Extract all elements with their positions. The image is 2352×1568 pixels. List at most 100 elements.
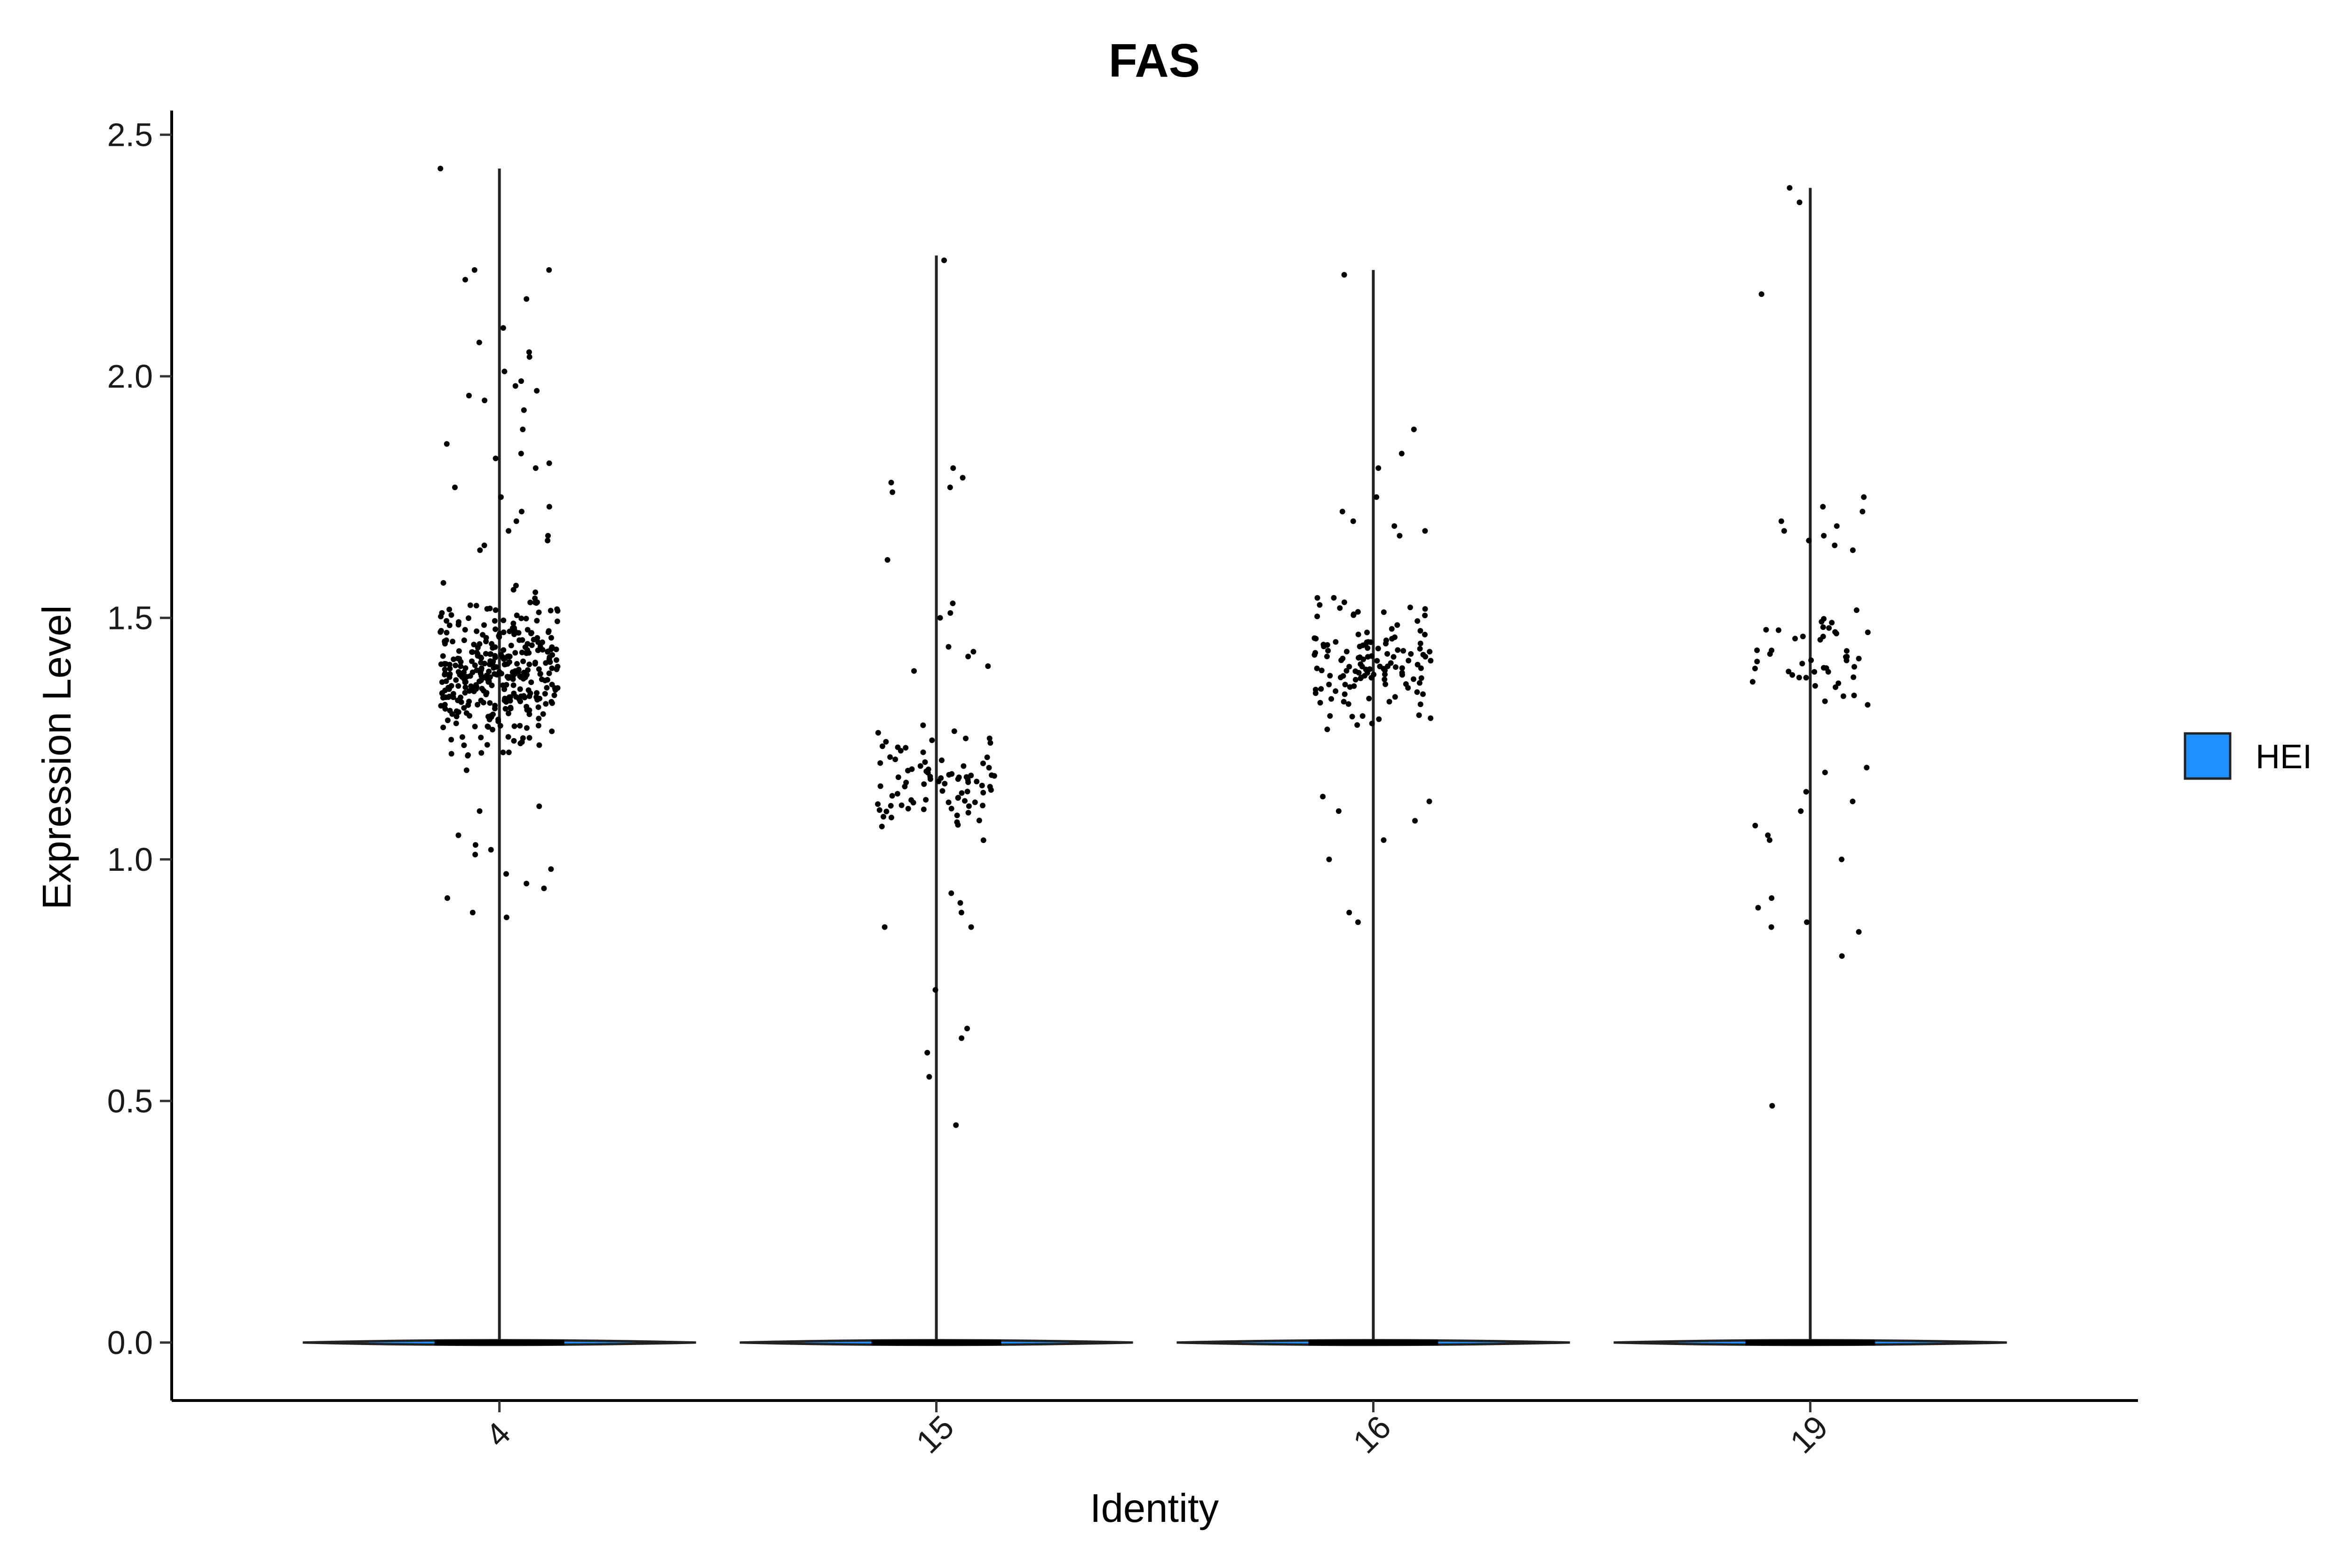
- data-point: [467, 602, 473, 608]
- data-point: [524, 704, 530, 710]
- data-point: [1865, 629, 1871, 636]
- data-point: [1844, 653, 1850, 660]
- data-point: [974, 779, 980, 785]
- data-point: [1850, 547, 1856, 553]
- data-point: [539, 639, 545, 645]
- data-point: [447, 708, 453, 714]
- data-point: [548, 635, 554, 641]
- data-point: [1363, 667, 1369, 673]
- data-point: [513, 582, 519, 589]
- data-point: [517, 723, 523, 729]
- data-point: [970, 649, 977, 655]
- data-point: [535, 639, 541, 645]
- data-point: [1749, 679, 1756, 685]
- data-point: [1861, 494, 1867, 500]
- data-point: [1337, 605, 1343, 611]
- data-point: [986, 764, 992, 771]
- data-point: [950, 600, 956, 606]
- data-point: [1829, 620, 1835, 626]
- data-point: [510, 587, 516, 593]
- data-point: [478, 750, 485, 756]
- data-point: [536, 742, 542, 748]
- data-point: [442, 638, 448, 645]
- data-point: [1422, 528, 1428, 534]
- data-point: [1834, 523, 1840, 529]
- data-point: [1778, 518, 1784, 524]
- data-point: [446, 622, 453, 629]
- data-point: [453, 677, 459, 683]
- data-point: [516, 637, 523, 643]
- y-tick-label: 0.0: [107, 1324, 153, 1361]
- data-point: [444, 441, 450, 447]
- data-point: [962, 735, 969, 741]
- data-point: [1342, 691, 1348, 697]
- data-point: [443, 678, 449, 684]
- data-point: [469, 909, 476, 915]
- data-point: [1820, 624, 1826, 630]
- data-point: [455, 683, 461, 689]
- data-point: [484, 606, 490, 612]
- data-point: [520, 658, 526, 664]
- data-point: [948, 890, 954, 896]
- data-point: [929, 737, 935, 743]
- data-point: [1314, 595, 1320, 601]
- data-point: [489, 682, 495, 688]
- data-point: [1765, 832, 1771, 838]
- data-point: [1410, 676, 1416, 682]
- data-point: [543, 660, 549, 666]
- data-point: [501, 647, 507, 653]
- zero-points-band: [871, 1339, 1001, 1345]
- data-point: [495, 716, 501, 723]
- data-point: [549, 665, 555, 671]
- data-point: [1422, 653, 1429, 660]
- data-point: [1804, 919, 1810, 925]
- data-point: [508, 643, 514, 649]
- data-point: [1752, 665, 1758, 671]
- data-point: [448, 612, 454, 618]
- data-point: [489, 726, 495, 732]
- data-point: [548, 699, 555, 705]
- data-point: [955, 795, 961, 801]
- data-point: [526, 354, 532, 360]
- data-point: [503, 871, 509, 877]
- data-point: [968, 772, 974, 779]
- data-point: [492, 618, 498, 624]
- data-point: [546, 460, 552, 466]
- data-point: [1812, 669, 1818, 675]
- data-point: [1381, 609, 1387, 615]
- data-point: [456, 656, 462, 662]
- data-point: [1411, 426, 1417, 432]
- data-point: [1417, 628, 1423, 634]
- data-point: [513, 518, 519, 524]
- zero-points-band: [434, 1339, 564, 1345]
- data-point: [1400, 648, 1406, 654]
- data-point: [987, 740, 993, 746]
- data-point: [442, 672, 448, 678]
- data-point: [444, 618, 450, 624]
- data-point: [1821, 616, 1827, 622]
- data-point: [519, 649, 525, 655]
- x-tick-label: 19: [1783, 1409, 1835, 1460]
- y-tick-label: 2.5: [107, 116, 153, 153]
- data-point: [1808, 657, 1814, 663]
- data-point: [1324, 653, 1330, 660]
- data-point: [462, 690, 468, 696]
- data-point: [1769, 1103, 1775, 1109]
- data-point: [509, 669, 516, 675]
- data-point: [461, 637, 467, 644]
- data-point: [466, 699, 472, 705]
- data-point: [506, 749, 512, 756]
- data-point: [922, 759, 928, 765]
- data-point: [553, 646, 559, 653]
- data-point: [524, 296, 530, 302]
- data-point: [498, 494, 504, 500]
- data-point: [1391, 523, 1398, 529]
- data-point: [1365, 645, 1371, 651]
- data-point: [526, 735, 532, 741]
- data-point: [524, 627, 531, 633]
- data-point: [492, 653, 498, 659]
- data-point: [448, 737, 454, 743]
- data-point: [979, 782, 985, 788]
- data-point: [1375, 645, 1381, 652]
- data-point: [953, 1122, 959, 1128]
